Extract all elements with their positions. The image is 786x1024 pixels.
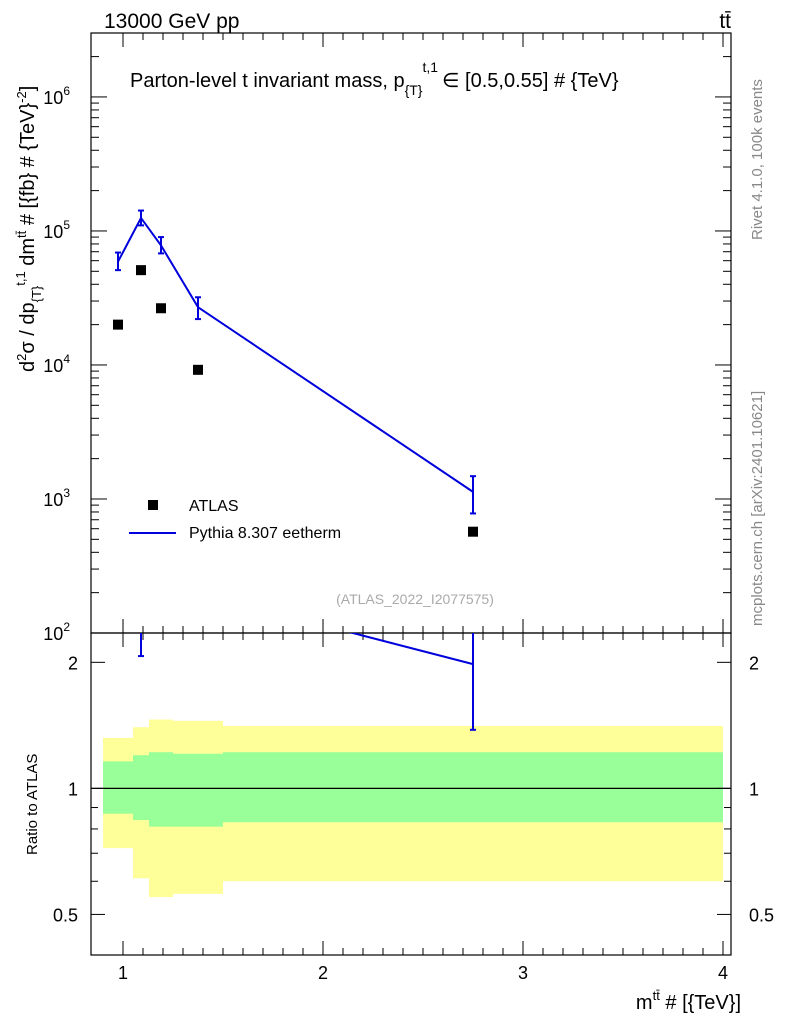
ratio-y-tick-label-left-0.5: 0.5 bbox=[53, 905, 78, 925]
x-tick-label-3: 3 bbox=[518, 963, 528, 983]
x-tick-label-2: 2 bbox=[318, 963, 328, 983]
ratio-inner-band-3 bbox=[173, 753, 223, 827]
y-tick-label-6: 106 bbox=[43, 84, 70, 108]
legend-atlas-label: ATLAS bbox=[189, 498, 239, 515]
data-marker-3 bbox=[193, 364, 203, 375]
x-tick-label-1: 1 bbox=[118, 963, 128, 983]
legend-pythia-label: Pythia 8.307 eetherm bbox=[189, 525, 341, 542]
data-marker-4 bbox=[468, 526, 478, 537]
data-marker-2 bbox=[156, 303, 166, 314]
rivet-version-label: Rivet 4.1.0, 100k events bbox=[749, 79, 766, 240]
ratio-y-tick-label-left-1: 1 bbox=[68, 779, 78, 799]
ratio-y-tick-label-right-2: 2 bbox=[749, 653, 759, 673]
ratio-series bbox=[138, 633, 476, 731]
y-tick-label-3: 103 bbox=[43, 486, 70, 510]
data-marker-1 bbox=[136, 265, 146, 276]
mcplots-label: mcplots.cern.ch [arXiv:2401.10621] bbox=[749, 391, 766, 626]
y-tick-label-5: 105 bbox=[43, 218, 70, 242]
y-tick-label-4: 104 bbox=[43, 352, 70, 376]
ratio-inner-band-0 bbox=[103, 761, 133, 814]
x-tick-label-4: 4 bbox=[718, 963, 728, 983]
ratio-inner-band-1 bbox=[133, 755, 149, 821]
analysis-watermark: (ATLAS_2022_I2077575) bbox=[336, 591, 494, 607]
ratio-uncertainty-bands bbox=[91, 719, 731, 898]
ratio-inner-band-2 bbox=[149, 752, 173, 827]
main-y-axis-label: d2σ / dp{T}t,1 dmtt̄ # [{fb} # {TeV}-2] bbox=[13, 86, 44, 372]
mc-line bbox=[117, 216, 474, 493]
plot-title: Parton-level t invariant mass, p{T}t,1∈ … bbox=[130, 59, 619, 98]
x-axis-label: mtt̄ # [{TeV}] bbox=[636, 988, 741, 1014]
collision-label: 13000 GeV pp bbox=[104, 10, 239, 33]
legend-atlas-marker bbox=[148, 500, 158, 510]
ratio-y-axis-label: Ratio to ATLAS bbox=[24, 754, 41, 855]
ratio-inner-band-4 bbox=[223, 752, 723, 823]
process-label: tt̄ bbox=[719, 10, 731, 33]
ratio-y-tick-label-right-0.5: 0.5 bbox=[749, 905, 774, 925]
ratio-plot-frame bbox=[90, 632, 732, 956]
ratio-y-tick-label-left-2: 2 bbox=[68, 653, 78, 673]
main-series bbox=[113, 209, 478, 537]
ratio-y-tick-label-right-1: 1 bbox=[749, 779, 759, 799]
legend: ATLAS Pythia 8.307 eetherm bbox=[129, 498, 341, 542]
y-tick-label-2: 102 bbox=[43, 620, 70, 644]
axis-ticks: 1 2 3 4 102 103 104 105 106 0.5 0.5 1 1 2 2 bbox=[43, 32, 774, 983]
main-plot-frame bbox=[90, 32, 732, 634]
data-marker-0 bbox=[113, 319, 123, 330]
